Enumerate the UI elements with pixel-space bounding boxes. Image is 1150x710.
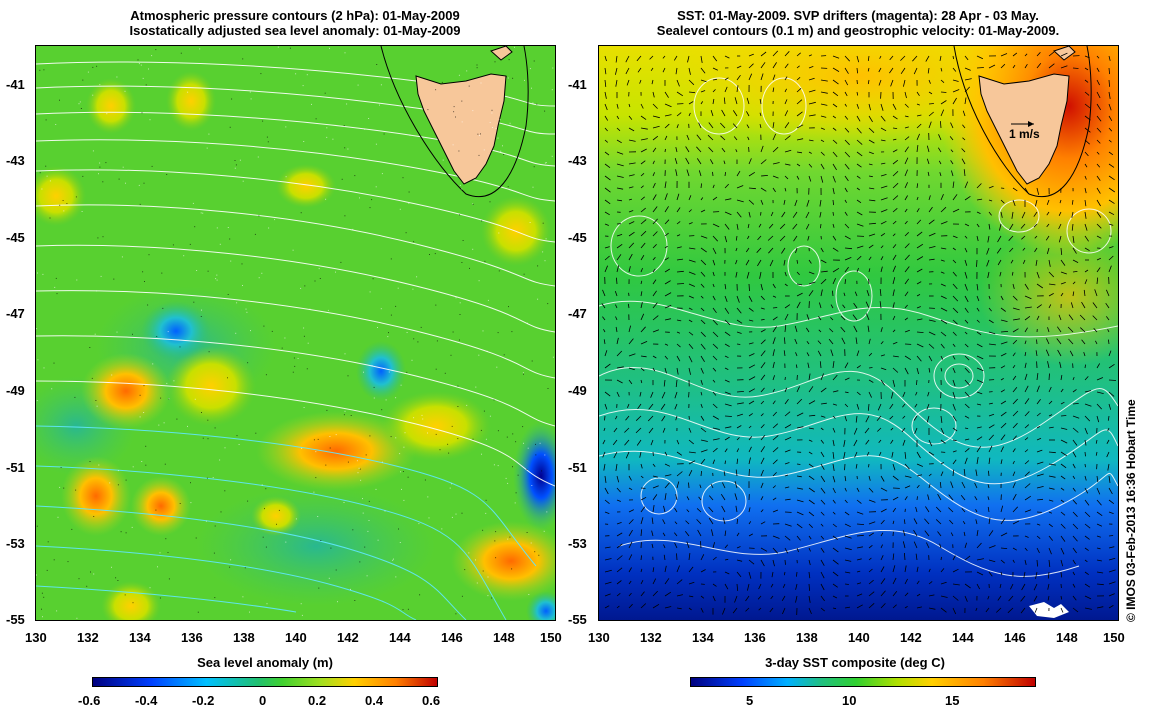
lon-tick: 136: [744, 630, 766, 645]
lon-tick: 144: [952, 630, 974, 645]
lon-tick: 134: [692, 630, 714, 645]
lat-tick: -41: [6, 77, 25, 92]
lon-tick: 144: [389, 630, 411, 645]
geostrophic-velocity-arrows: [601, 50, 1117, 616]
velocity-scale-arrow: [1011, 121, 1034, 127]
lon-tick: 138: [796, 630, 818, 645]
lat-tick: -43: [568, 153, 587, 168]
lat-tick: -53: [6, 536, 25, 551]
lon-tick: 130: [25, 630, 47, 645]
lon-tick: 140: [848, 630, 870, 645]
right-panel-title: SST: 01-May-2009. SVP drifters (magenta)…: [598, 8, 1118, 38]
right-title-line1: SST: 01-May-2009. SVP drifters (magenta)…: [677, 8, 1039, 23]
lat-tick: -41: [568, 77, 587, 92]
lon-tick: 150: [1103, 630, 1125, 645]
lon-tick: 138: [233, 630, 255, 645]
sla-colorbar-tick: 0.6: [422, 693, 441, 708]
lon-tick: 142: [900, 630, 922, 645]
sst-colorbar-tick: 5: [746, 693, 754, 708]
lon-tick: 130: [588, 630, 610, 645]
left-title-line2: Isostatically adjusted sea level anomaly…: [129, 23, 461, 38]
sla-colorbar-tick: 0: [259, 693, 267, 708]
sst-colorbar-label: 3-day SST composite (deg C): [765, 655, 945, 670]
sla-colorbar-tick: -0.2: [192, 693, 215, 708]
lon-tick: 150: [540, 630, 562, 645]
sla-colorbar-tick: 0.4: [365, 693, 384, 708]
lat-tick: -55: [568, 612, 587, 627]
sla-colorbar-label: Sea level anomaly (m): [197, 655, 333, 670]
left-title-line1: Atmospheric pressure contours (2 hPa): 0…: [130, 8, 460, 23]
sst-colorbar-tick: 10: [842, 693, 857, 708]
sla-colorbar-tick: 0.2: [308, 693, 327, 708]
sst-map: 1 m/s: [598, 45, 1119, 621]
lon-tick: 146: [1004, 630, 1026, 645]
lat-tick: -43: [6, 153, 25, 168]
lat-tick: -45: [6, 230, 25, 245]
lon-tick: 132: [640, 630, 662, 645]
lon-tick: 134: [129, 630, 151, 645]
sla-colorbar-tick: -0.6: [78, 693, 101, 708]
lon-tick: 146: [441, 630, 463, 645]
left-panel-title: Atmospheric pressure contours (2 hPa): 0…: [35, 8, 555, 38]
sea-level-anomaly-field: [36, 46, 555, 620]
lon-tick: 132: [77, 630, 99, 645]
lat-tick: -49: [6, 383, 25, 398]
lat-tick: -45: [568, 230, 587, 245]
sea-level-anomaly-map: [35, 45, 556, 621]
lat-tick: -51: [6, 460, 25, 475]
lon-tick: 148: [493, 630, 515, 645]
lon-tick: 142: [337, 630, 359, 645]
lon-tick: 140: [285, 630, 307, 645]
lat-tick: -53: [568, 536, 587, 551]
lat-tick: -47: [6, 306, 25, 321]
right-title-line2: Sealevel contours (0.1 m) and geostrophi…: [656, 23, 1060, 38]
sla-colorbar: [92, 677, 438, 687]
lat-tick: -55: [6, 612, 25, 627]
sst-field: [599, 46, 1118, 620]
tasmania-landmass: [978, 73, 1070, 185]
sla-data-points: [36, 46, 554, 619]
sst-colorbar: [690, 677, 1036, 687]
tasmania-landmass: [415, 73, 507, 185]
velocity-scale-label: 1 m/s: [1009, 127, 1040, 141]
lat-tick: -51: [568, 460, 587, 475]
lat-tick: -49: [568, 383, 587, 398]
sla-colorbar-tick: -0.4: [135, 693, 158, 708]
lon-tick: 136: [181, 630, 203, 645]
lon-tick: 148: [1056, 630, 1078, 645]
imos-credit: © IMOS 03-Feb-2013 16:36 Hobart Time: [1124, 399, 1138, 622]
lat-tick: -47: [568, 306, 587, 321]
sst-colorbar-tick: 15: [945, 693, 960, 708]
